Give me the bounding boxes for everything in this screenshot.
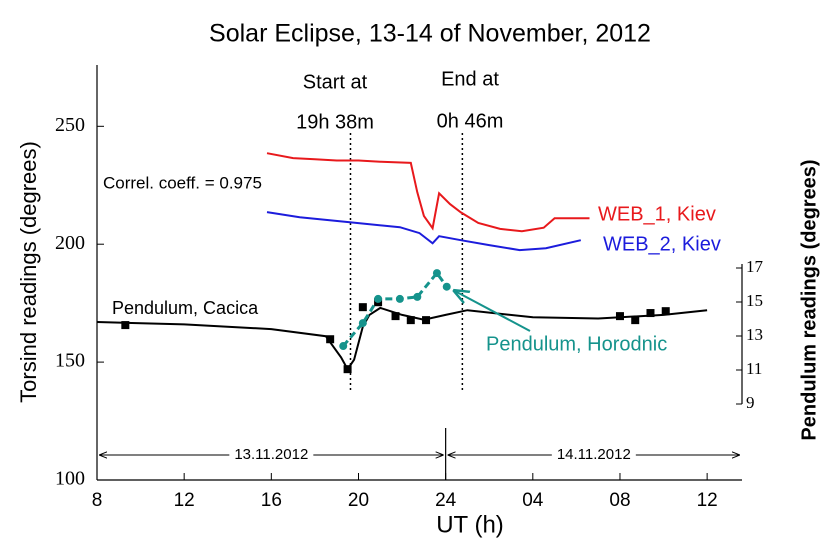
x-tick-label: 8 <box>92 490 103 511</box>
x-tick-label: 04 <box>522 490 544 511</box>
annotation: Start at <box>303 71 368 93</box>
series-point <box>395 294 404 303</box>
y2-tick-label: 13 <box>746 325 763 344</box>
y2-tick-label: 17 <box>746 257 764 276</box>
series-marker <box>646 309 655 318</box>
series-marker <box>326 335 335 344</box>
y-tick-label: 200 <box>55 232 85 254</box>
annotation: Correl. coeff. = 0.975 <box>103 173 262 192</box>
series-marker <box>358 303 367 312</box>
x-tick-label: 12 <box>174 490 195 511</box>
annotation: 0h 46m <box>437 110 504 132</box>
series-marker <box>121 321 130 330</box>
series-line <box>96 306 708 372</box>
series-point <box>413 292 422 301</box>
series-marker <box>343 365 352 374</box>
series-marker <box>391 312 400 321</box>
y2-tick-label: 11 <box>746 359 762 378</box>
series-line <box>266 152 590 233</box>
series-line <box>266 211 582 252</box>
y2-tick-label: 9 <box>746 393 755 412</box>
series-marker <box>422 316 431 325</box>
y2-axis-label: Pendulum readings (degrees) <box>798 159 820 440</box>
date-label-bg <box>229 446 314 464</box>
x-tick-label: 16 <box>261 490 282 511</box>
date-label-bg <box>551 446 636 464</box>
series-marker <box>615 312 624 321</box>
x-tick-label: 24 <box>435 490 457 511</box>
y2-tick-label: 15 <box>746 291 763 310</box>
annotation: End at <box>441 68 499 90</box>
series-point <box>339 342 348 351</box>
series-label: Pendulum, Cacica <box>112 298 259 318</box>
y-tick-label: 250 <box>55 114 85 136</box>
series-point <box>374 294 383 303</box>
series-marker <box>406 316 415 325</box>
x-tick-label: 08 <box>609 490 630 511</box>
y-tick-label: 150 <box>55 350 85 372</box>
y-axis-label: Torsind readings (degrees) <box>16 141 41 403</box>
x-tick-label: 12 <box>697 490 718 511</box>
series-marker <box>631 316 640 325</box>
series-point <box>442 282 451 291</box>
series-point <box>432 269 441 278</box>
series-line <box>342 270 448 347</box>
date-label: 14.11.2012 <box>557 446 631 463</box>
chart-title: Solar Eclipse, 13-14 of November, 2012 <box>209 20 651 48</box>
x-axis-label: UT (h) <box>436 511 504 538</box>
series-label-arrow <box>453 290 531 332</box>
series-label: WEB_1, Kiev <box>598 203 716 225</box>
series-marker <box>661 307 670 316</box>
series-point <box>358 319 367 328</box>
annotation: 19h 38m <box>296 111 374 133</box>
x-tick-label: 20 <box>348 490 369 511</box>
y-tick-label: 100 <box>55 468 85 490</box>
series-label: WEB_2, Kiev <box>603 233 721 255</box>
series-label: Pendulum, Horodnic <box>486 333 667 355</box>
date-label: 13.11.2012 <box>234 446 308 463</box>
